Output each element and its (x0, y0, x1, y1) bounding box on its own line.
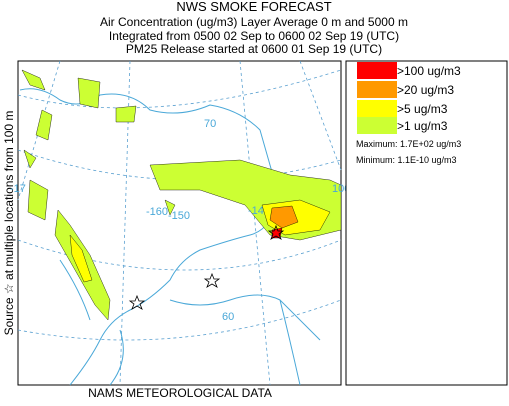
graticule-label: -150 (168, 210, 190, 222)
legend-swatch (357, 100, 397, 117)
graticule-label: 70 (204, 118, 216, 130)
coastline (59, 259, 321, 386)
legend-swatch (357, 81, 397, 98)
legend-label: >5 ug/m3 (397, 102, 448, 116)
source-markers (128, 224, 285, 310)
legend-label: >1 ug/m3 (397, 119, 448, 133)
subtitle: Air Concentration (ug/m3) Layer Average … (100, 15, 408, 29)
graticule-label: -160 (146, 206, 168, 218)
side-label: Source ☆ at multiple locations from 100 … (2, 111, 16, 336)
graticule-label: -17 (10, 183, 26, 195)
graticule-label: -14 (248, 205, 264, 217)
minimum: Minimum: 1.1E-10 ug/m3 (356, 155, 457, 165)
title: NWS SMOKE FORECAST (176, 0, 331, 14)
subtitle: Integrated from 0500 02 Sep to 0600 02 S… (109, 29, 399, 43)
footer: NAMS METEOROLOGICAL DATA (88, 386, 272, 400)
smoke (21, 69, 342, 321)
legend-label: >20 ug/m3 (397, 83, 454, 97)
legend-swatch (357, 117, 397, 134)
graticule-label: 60 (222, 311, 234, 323)
maximum: Maximum: 1.7E+02 ug/m3 (356, 139, 461, 149)
legend-label: >100 ug/m3 (397, 64, 461, 78)
legend-swatch (357, 62, 397, 79)
subtitle: PM25 Release started at 0600 01 Sep 19 (… (126, 42, 382, 56)
